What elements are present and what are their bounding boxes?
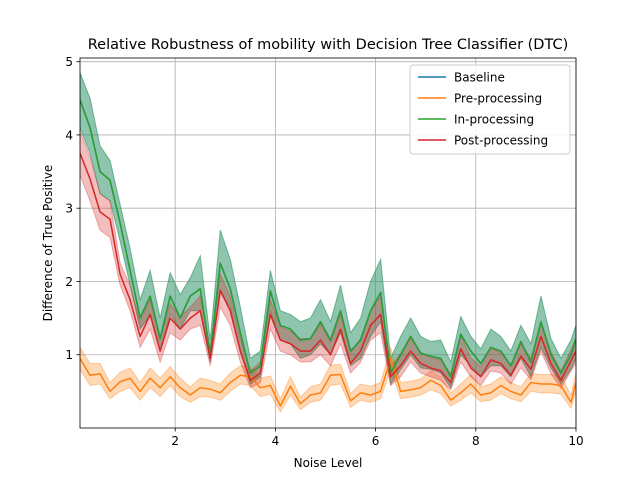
y-tick-label: 4 [65,128,73,142]
y-tick-label: 3 [65,202,73,216]
y-axis-ticks: 1 2 3 4 5 [65,55,80,362]
legend-label-pre-processing: Pre-processing [454,92,542,106]
series-lines [80,99,576,407]
legend-label-post-processing: Post-processing [454,134,548,148]
x-tick-label: 4 [272,434,280,448]
x-tick-label: 10 [568,434,583,448]
y-axis-title: Difference of True Positive [41,165,55,322]
legend-label-baseline: Baseline [454,71,505,85]
y-tick-label: 2 [65,275,73,289]
x-tick-label: 8 [472,434,480,448]
x-tick-label: 2 [171,434,179,448]
pre-processing-line [80,357,576,407]
x-tick-label: 6 [372,434,380,448]
in-processing-line [80,99,576,378]
legend-label-in-processing: In-processing [454,113,534,127]
plot-frame [79,57,577,429]
chart-title: Relative Robustness of mobility with Dec… [88,37,569,53]
grid [80,58,577,428]
post-processing-line [80,152,576,384]
legend: Baseline Pre-processing In-processing Post-… [409,64,571,155]
y-tick-label: 1 [65,348,73,362]
x-axis-title: Noise Level [294,456,363,470]
y-tick-label: 5 [65,55,73,69]
legend-box [409,64,571,155]
x-axis-ticks: 2 4 6 8 10 [171,428,584,448]
